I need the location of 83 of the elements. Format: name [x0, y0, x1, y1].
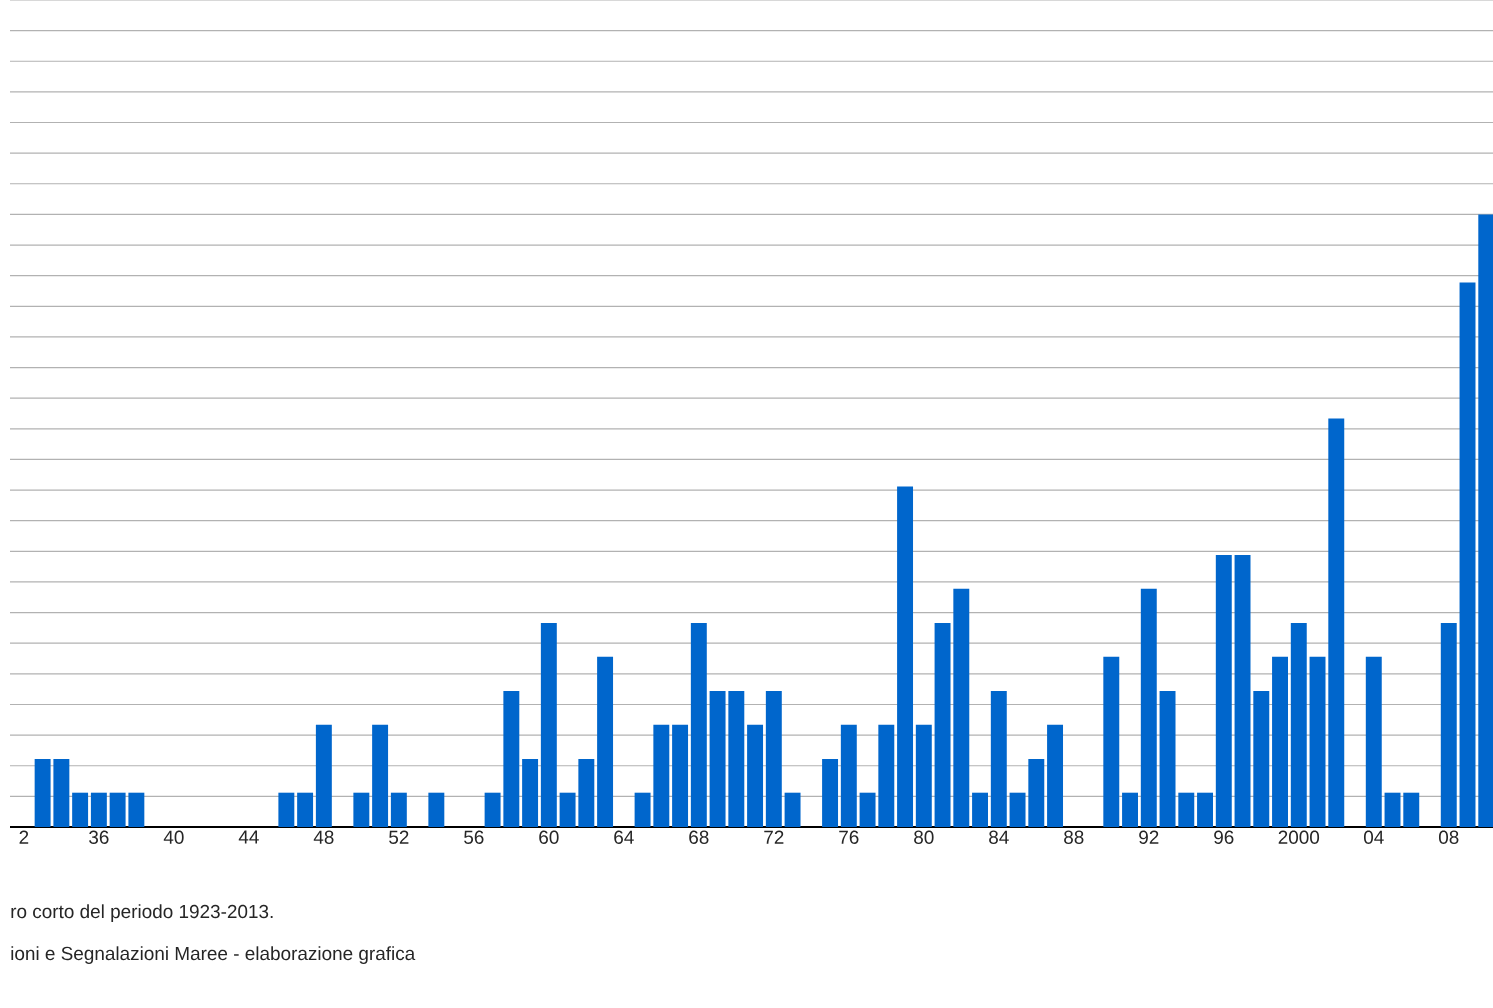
bar	[503, 691, 520, 827]
x-tick-label: 68	[689, 830, 709, 844]
text: ro corto del periodo 1923-2013.	[11, 904, 273, 922]
bar	[297, 792, 314, 827]
x-tick-label: 64	[614, 830, 634, 844]
bar	[765, 691, 782, 827]
bar	[709, 691, 726, 827]
bar	[128, 792, 145, 827]
x-tick-label: 36	[89, 830, 109, 844]
x-tick-label: 76	[839, 830, 859, 844]
bar	[990, 691, 1007, 827]
bar	[34, 759, 51, 827]
bar	[672, 724, 689, 827]
x-tick-label: 2000	[1278, 830, 1320, 844]
bar	[934, 623, 951, 827]
x-tick-label: 96	[1214, 830, 1234, 844]
x-tick-label: 60	[539, 830, 559, 844]
bar	[428, 792, 445, 827]
text: ioni e Segnalazioni Maree - elaborazione grafica	[11, 946, 416, 964]
bar	[1009, 792, 1026, 827]
x-tick-label: 04	[1363, 830, 1384, 844]
bar	[53, 759, 70, 827]
bar	[72, 792, 89, 827]
x-tick-label: 2	[19, 830, 29, 844]
bar	[1103, 656, 1120, 827]
bar	[1309, 656, 1326, 827]
bar	[278, 792, 295, 827]
bar	[1272, 656, 1288, 827]
bar	[1403, 792, 1420, 827]
bar	[1215, 555, 1232, 827]
x-tick-label: 44	[238, 830, 259, 844]
bar	[634, 792, 651, 827]
bar	[1384, 792, 1401, 827]
bar	[1459, 282, 1476, 827]
bar	[1178, 792, 1195, 827]
bar	[897, 486, 914, 827]
x-tick-label: 48	[313, 830, 334, 844]
bar	[1234, 555, 1251, 827]
bar	[653, 724, 670, 827]
bar	[859, 792, 876, 827]
bar	[972, 792, 989, 827]
x-tick-label: 40	[163, 830, 184, 844]
bar	[690, 623, 707, 827]
x-tick-label: 84	[989, 830, 1009, 844]
bar	[840, 724, 857, 827]
bar	[1478, 214, 1493, 827]
x-tick-label: 88	[1064, 830, 1084, 844]
bar	[747, 724, 764, 827]
bar	[597, 656, 614, 827]
bar	[540, 623, 557, 827]
bar	[1140, 588, 1157, 827]
bar	[1440, 623, 1457, 827]
bar	[522, 759, 539, 827]
x-tick-label: 56	[464, 830, 484, 844]
bar	[728, 691, 745, 827]
bar	[353, 792, 370, 827]
bar	[1290, 623, 1307, 827]
x-tick-label: 80	[914, 830, 934, 844]
bar	[315, 724, 332, 827]
bar	[1253, 691, 1270, 827]
bar	[390, 792, 407, 827]
bar	[1122, 792, 1139, 827]
bar	[822, 759, 839, 827]
bar	[953, 588, 970, 827]
bar	[1197, 792, 1213, 827]
bar	[559, 792, 576, 827]
bar	[484, 792, 501, 827]
bar	[109, 792, 126, 827]
bar	[784, 792, 801, 827]
bar	[915, 724, 932, 827]
bar	[372, 724, 389, 827]
bar	[578, 759, 595, 827]
bar	[90, 792, 107, 827]
bar	[1365, 656, 1382, 827]
bar	[878, 724, 895, 827]
bar	[1159, 691, 1176, 827]
bar	[1328, 418, 1345, 827]
x-tick-label: 08	[1438, 830, 1459, 844]
x-tick-label: 52	[389, 830, 409, 844]
bar	[1028, 759, 1045, 827]
bar	[1047, 724, 1064, 827]
x-tick-label: 92	[1139, 830, 1159, 844]
x-tick-label: 72	[764, 830, 784, 844]
